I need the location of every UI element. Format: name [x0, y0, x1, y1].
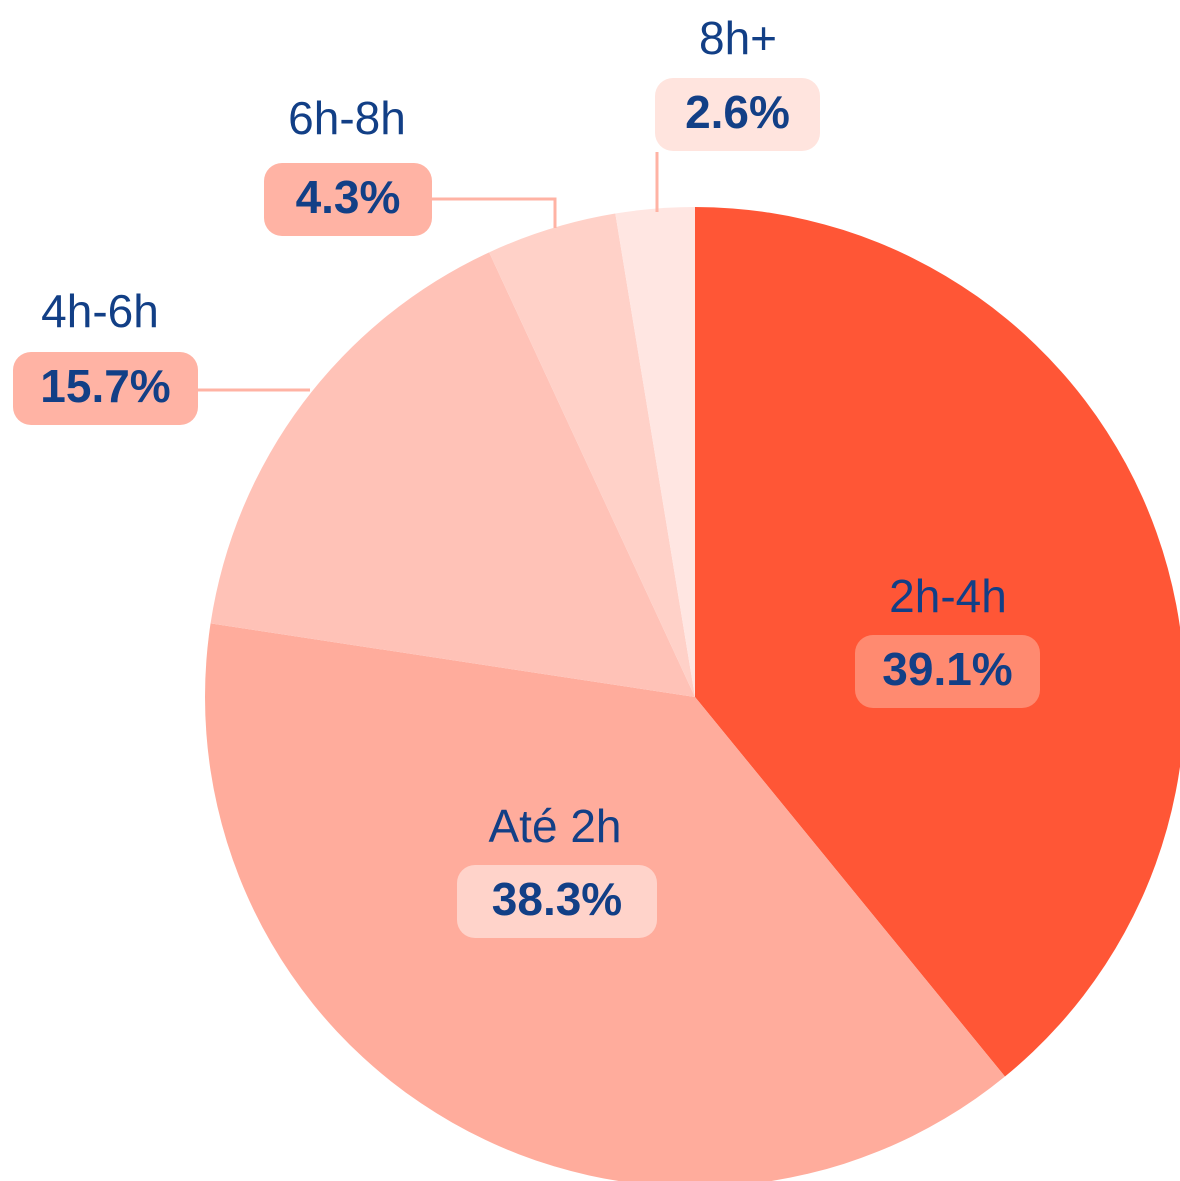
label-box — [855, 635, 1040, 708]
label-box — [457, 865, 657, 938]
value-label: 4.3% — [296, 171, 401, 223]
value-label: 38.3% — [492, 873, 622, 925]
value-label: 2.6% — [685, 86, 790, 138]
value-label: 15.7% — [40, 360, 170, 412]
slice-label: 2h-4h — [889, 570, 1007, 622]
value-label: 39.1% — [882, 643, 1012, 695]
slice-label: 4h-6h — [41, 285, 159, 337]
pie-slice — [489, 213, 695, 698]
pie-slice — [615, 207, 695, 697]
slice-label: Até 2h — [489, 800, 622, 852]
label-box — [13, 352, 198, 425]
label-box — [264, 163, 432, 236]
leader-line — [432, 197, 557, 228]
pie-slice — [210, 252, 695, 697]
slice-label: 6h-8h — [288, 92, 406, 144]
label-box — [655, 78, 820, 151]
slice-label: 8h+ — [699, 12, 777, 64]
